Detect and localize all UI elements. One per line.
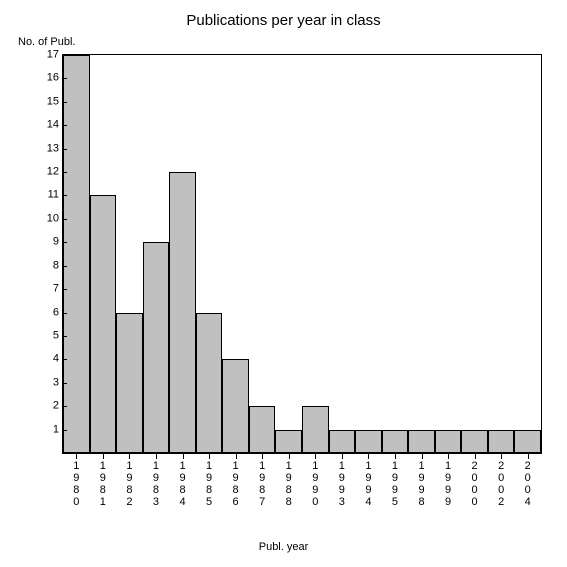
ytick-label: 11 xyxy=(29,190,59,201)
ytick-label: 4 xyxy=(29,354,59,365)
xtick-label: 1984 xyxy=(179,460,187,508)
ytick-mark xyxy=(62,125,67,126)
ytick-mark xyxy=(62,313,67,314)
ytick-label: 6 xyxy=(29,307,59,318)
bar xyxy=(196,313,223,453)
xtick-label: 1987 xyxy=(258,460,266,508)
ytick-mark xyxy=(62,406,67,407)
ytick-label: 15 xyxy=(29,96,59,107)
ytick-mark xyxy=(62,149,67,150)
ytick-label: 14 xyxy=(29,120,59,131)
x-axis-title: Publ. year xyxy=(0,541,567,553)
bar xyxy=(222,359,249,453)
bar xyxy=(408,430,435,453)
xtick-label: 1983 xyxy=(152,460,160,508)
xtick-mark xyxy=(528,454,529,459)
ytick-label: 8 xyxy=(29,260,59,271)
ytick-mark xyxy=(62,195,67,196)
xtick-mark xyxy=(368,454,369,459)
xtick-label: 1995 xyxy=(391,460,399,508)
xtick-label: 1993 xyxy=(338,460,346,508)
xtick-label: 2004 xyxy=(524,460,532,508)
xtick-mark xyxy=(156,454,157,459)
bar xyxy=(116,313,143,453)
ytick-mark xyxy=(62,383,67,384)
xtick-label: 1988 xyxy=(285,460,293,508)
bar xyxy=(249,406,276,453)
bar xyxy=(461,430,488,453)
ytick-label: 2 xyxy=(29,401,59,412)
xtick-label: 2000 xyxy=(471,460,479,508)
ytick-label: 5 xyxy=(29,330,59,341)
xtick-label: 1998 xyxy=(418,460,426,508)
xtick-mark xyxy=(501,454,502,459)
xtick-label: 1982 xyxy=(125,460,133,508)
xtick-mark xyxy=(209,454,210,459)
xtick-mark xyxy=(76,454,77,459)
xtick-mark xyxy=(342,454,343,459)
ytick-label: 13 xyxy=(29,143,59,154)
ytick-label: 7 xyxy=(29,284,59,295)
bar xyxy=(143,242,170,453)
xtick-label: 1986 xyxy=(232,460,240,508)
bar xyxy=(302,406,329,453)
xtick-mark xyxy=(475,454,476,459)
xtick-label: 1990 xyxy=(311,460,319,508)
chart-container: Publications per year in class No. of Pu… xyxy=(0,0,567,567)
xtick-mark xyxy=(103,454,104,459)
xtick-mark xyxy=(315,454,316,459)
ytick-label: 17 xyxy=(29,50,59,61)
ytick-mark xyxy=(62,289,67,290)
bar xyxy=(355,430,382,453)
bar xyxy=(63,55,90,453)
ytick-label: 9 xyxy=(29,237,59,248)
ytick-mark xyxy=(62,78,67,79)
plot-area xyxy=(62,54,542,454)
xtick-label: 1985 xyxy=(205,460,213,508)
xtick-mark xyxy=(448,454,449,459)
ytick-mark xyxy=(62,430,67,431)
ytick-mark xyxy=(62,102,67,103)
xtick-mark xyxy=(422,454,423,459)
ytick-mark xyxy=(62,359,67,360)
xtick-label: 1980 xyxy=(72,460,80,508)
xtick-label: 1981 xyxy=(99,460,107,508)
bar xyxy=(275,430,302,453)
bar xyxy=(488,430,515,453)
ytick-mark xyxy=(62,242,67,243)
bar xyxy=(169,172,196,453)
ytick-label: 3 xyxy=(29,377,59,388)
ytick-label: 12 xyxy=(29,167,59,178)
ytick-mark xyxy=(62,336,67,337)
ytick-label: 10 xyxy=(29,213,59,224)
xtick-mark xyxy=(236,454,237,459)
xtick-label: 1994 xyxy=(364,460,372,508)
bar xyxy=(382,430,409,453)
ytick-mark xyxy=(62,172,67,173)
xtick-mark xyxy=(129,454,130,459)
bar xyxy=(329,430,356,453)
ytick-mark xyxy=(62,266,67,267)
xtick-label: 2002 xyxy=(497,460,505,508)
ytick-mark xyxy=(62,55,67,56)
ytick-mark xyxy=(62,219,67,220)
bar xyxy=(514,430,541,453)
bar xyxy=(435,430,462,453)
bar xyxy=(90,195,117,453)
xtick-mark xyxy=(395,454,396,459)
xtick-label: 1999 xyxy=(444,460,452,508)
xtick-mark xyxy=(183,454,184,459)
xtick-mark xyxy=(262,454,263,459)
chart-title: Publications per year in class xyxy=(0,12,567,29)
xtick-mark xyxy=(289,454,290,459)
ytick-label: 1 xyxy=(29,424,59,435)
y-axis-title: No. of Publ. xyxy=(18,36,75,48)
ytick-label: 16 xyxy=(29,73,59,84)
